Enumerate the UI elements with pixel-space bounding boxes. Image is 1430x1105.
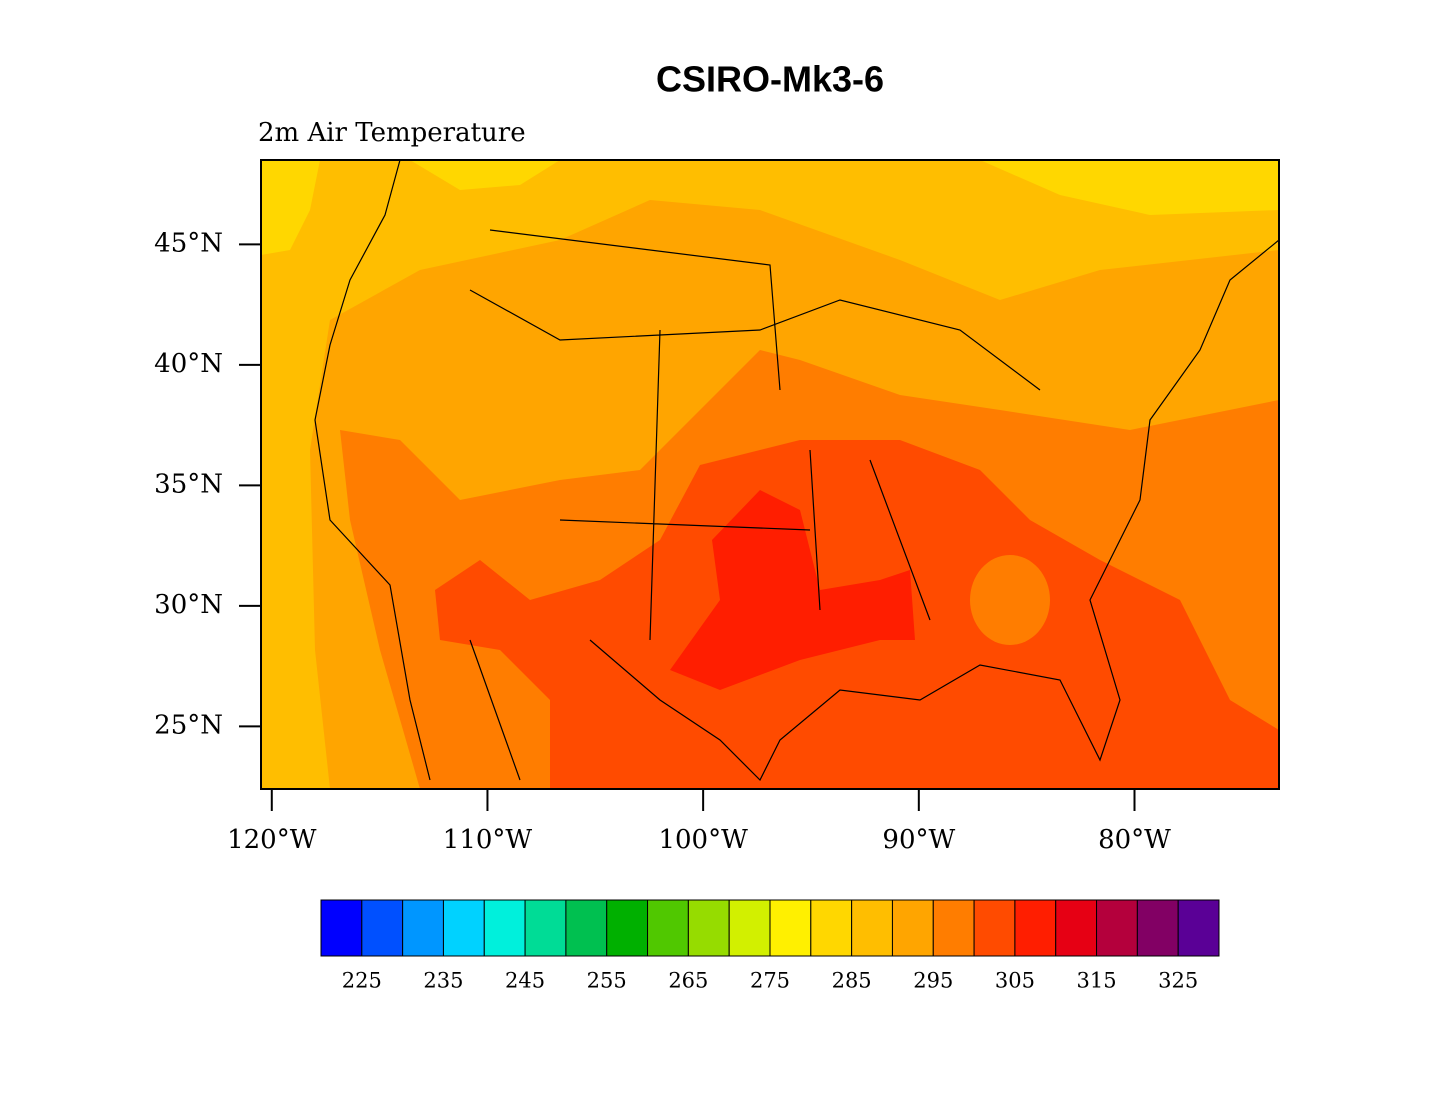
colorbar-box [565, 899, 608, 957]
colorbar-box [647, 899, 689, 957]
colorbar-box [810, 899, 853, 957]
colorbar-box [524, 899, 567, 957]
y-tick-label: 40°N [154, 349, 223, 379]
colorbar-label: 325 [1158, 969, 1198, 993]
subtitle: 2m Air Temperature [258, 118, 526, 148]
field-region [410, 160, 560, 190]
colorbar-label: 245 [505, 969, 545, 993]
field-region [980, 160, 1279, 215]
colorbar-box [483, 899, 526, 957]
colorbar-label: 285 [832, 969, 872, 993]
colorbar-box [320, 899, 363, 957]
x-tick-label: 80°W [1098, 825, 1171, 855]
colorbar-label: 275 [750, 969, 790, 993]
colorbar-label: 265 [668, 969, 708, 993]
colorbar-label: 305 [995, 969, 1035, 993]
colorbar-box [1014, 899, 1057, 957]
colorbar-box [402, 899, 444, 957]
field-region [261, 160, 320, 255]
colorbar-box [851, 899, 893, 957]
colorbar-label: 235 [423, 969, 463, 993]
colorbar-box [973, 899, 1016, 957]
colorbar-box [891, 899, 934, 957]
colorbar-box [606, 899, 649, 957]
colorbar-box [442, 899, 485, 957]
colorbar-box [769, 899, 812, 957]
map-frame [260, 159, 1280, 790]
colorbar-box [1136, 899, 1179, 957]
x-tick-label: 120°W [227, 825, 317, 855]
colorbar-box [687, 899, 730, 957]
y-tick-label: 25°N [154, 710, 223, 740]
temperature-field [261, 160, 1279, 789]
x-tick-label: 100°W [658, 825, 748, 855]
y-tick-label: 30°N [154, 590, 223, 620]
colorbar-label: 255 [587, 969, 627, 993]
colorbar-label: 315 [1076, 969, 1116, 993]
colorbar-box [932, 899, 975, 957]
x-tick-label: 90°W [882, 825, 955, 855]
y-tick-label: 35°N [154, 469, 223, 499]
y-tick-label: 45°N [154, 228, 223, 258]
x-tick-label: 110°W [443, 825, 533, 855]
field-region [970, 555, 1050, 645]
title: CSIRO-Mk3-6 [656, 59, 884, 100]
colorbar-box [1096, 899, 1138, 957]
colorbar-label: 225 [342, 969, 382, 993]
field-region [670, 490, 915, 690]
boundaries [314, 160, 1279, 782]
colorbar-box [728, 899, 771, 957]
colorbar-box [1177, 899, 1220, 957]
colorbar-box [1055, 899, 1098, 957]
colorbar-label: 295 [913, 969, 953, 993]
colorbar-box [361, 899, 404, 957]
